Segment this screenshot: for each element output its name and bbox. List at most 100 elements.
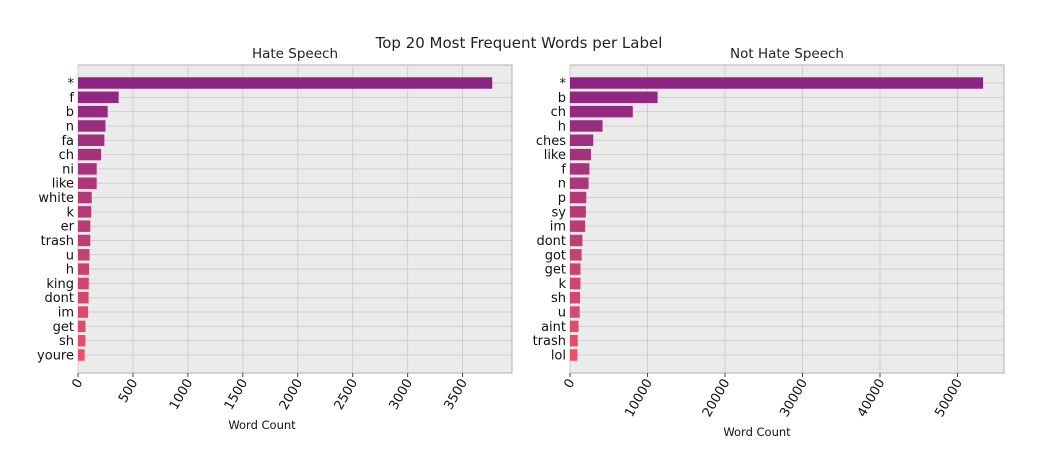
bar [78,349,85,361]
y-tick-label: fa [61,134,74,149]
bar [570,191,587,204]
y-tick-label: p [558,191,566,206]
y-tick-label: ches [536,134,566,149]
x-tick-label: 50000 [932,377,966,420]
y-tick-label: aint [541,320,566,335]
plot-area [77,64,513,374]
y-tick-label: u [558,306,566,321]
bar [570,220,586,232]
y-tick-label: got [545,248,566,263]
bar [570,277,581,290]
y-tick-label: er [61,220,75,235]
y-tick-label: * [68,77,75,92]
y-tick-label: trash [41,234,74,249]
bar [570,263,581,275]
y-tick-label: like [544,148,566,163]
y-tick-label: f [69,91,74,106]
bar [570,91,658,104]
y-tick-label: n [558,177,566,192]
y-tick-label: b [66,105,74,120]
y-tick-label: ch [551,105,566,120]
y-tick-label: get [53,320,74,335]
figure-title: Top 20 Most Frequent Words per Label [375,34,663,52]
x-tick-label: 3000 [387,377,417,413]
y-tick-label: im [58,306,74,321]
bar [570,177,589,189]
x-axis-label: Word Count [228,418,296,432]
bar [78,105,108,118]
y-tick-label: im [550,220,566,235]
bar [570,206,586,218]
y-tick-label: youre [37,349,74,364]
y-tick-label: trash [533,334,566,349]
bar [78,334,86,347]
bar [570,163,590,175]
bar [78,120,106,132]
bar [78,220,91,232]
bar [78,277,89,290]
y-tick-label: u [66,248,74,263]
bar [570,249,582,261]
bar [570,105,633,118]
x-tick-label: 0 [69,377,86,392]
bar [78,163,97,175]
y-tick-label: king [46,277,74,292]
bar [78,292,89,304]
not-hate-speech-panel: 0 10000 20000 30000 40000 50000 *bchhcheslikef… [533,46,1005,439]
bar [78,91,119,104]
bar [78,134,105,146]
bar [570,120,603,132]
bar [570,334,578,347]
x-tick-label: 20000 [700,377,734,420]
x-tick-label: 3500 [441,377,471,413]
bar [78,191,92,204]
plot-area [569,64,1005,374]
y-tick-label: n [66,119,74,134]
y-tick-label: ch [59,148,74,163]
y-tick-label: dont [536,234,566,249]
bar [78,263,89,275]
x-tick-label: 40000 [855,377,889,420]
bar [570,292,581,304]
bar [570,349,578,361]
bar [78,77,493,89]
x-tick-label: 1500 [222,377,252,413]
y-tick-label: k [558,277,566,292]
y-tick-label: ni [62,162,74,177]
y-tick-label: sh [59,334,74,349]
axes-title: Hate Speech [252,46,338,62]
hate-speech-panel: 0 500 1000 1500 2000 2500 3000 3500 *fbnfachnili… [37,46,513,432]
axes-title: Not Hate Speech [730,46,844,62]
y-tick-label: white [38,191,74,206]
bar [570,306,580,318]
x-tick-label: 0 [561,377,578,392]
bar [78,306,89,318]
x-tick-label: 1000 [167,377,197,413]
y-tick-label: h [558,119,566,134]
y-tick-label: lol [551,349,566,364]
bar [78,234,91,247]
bar [78,320,86,333]
bar [78,206,92,218]
y-tick-label: sh [551,291,566,306]
x-tick-label: 30000 [777,377,811,420]
bar [570,134,594,146]
bar [78,249,90,261]
bar [78,148,102,161]
bar [570,77,984,89]
bar [570,234,583,247]
bar [570,148,591,161]
bar [570,320,579,333]
x-tick-label: 2500 [332,377,362,413]
y-tick-label: b [558,91,566,106]
y-tick-label: k [66,205,74,220]
x-axis-label: Word Count [723,425,791,439]
y-tick-label: h [66,263,74,278]
bar [78,177,97,189]
x-tick-label: 500 [116,377,141,406]
x-tick-label: 2000 [277,377,307,413]
y-tick-label: dont [44,291,74,306]
y-tick-label: like [52,177,74,192]
x-tick-label: 10000 [622,377,656,420]
